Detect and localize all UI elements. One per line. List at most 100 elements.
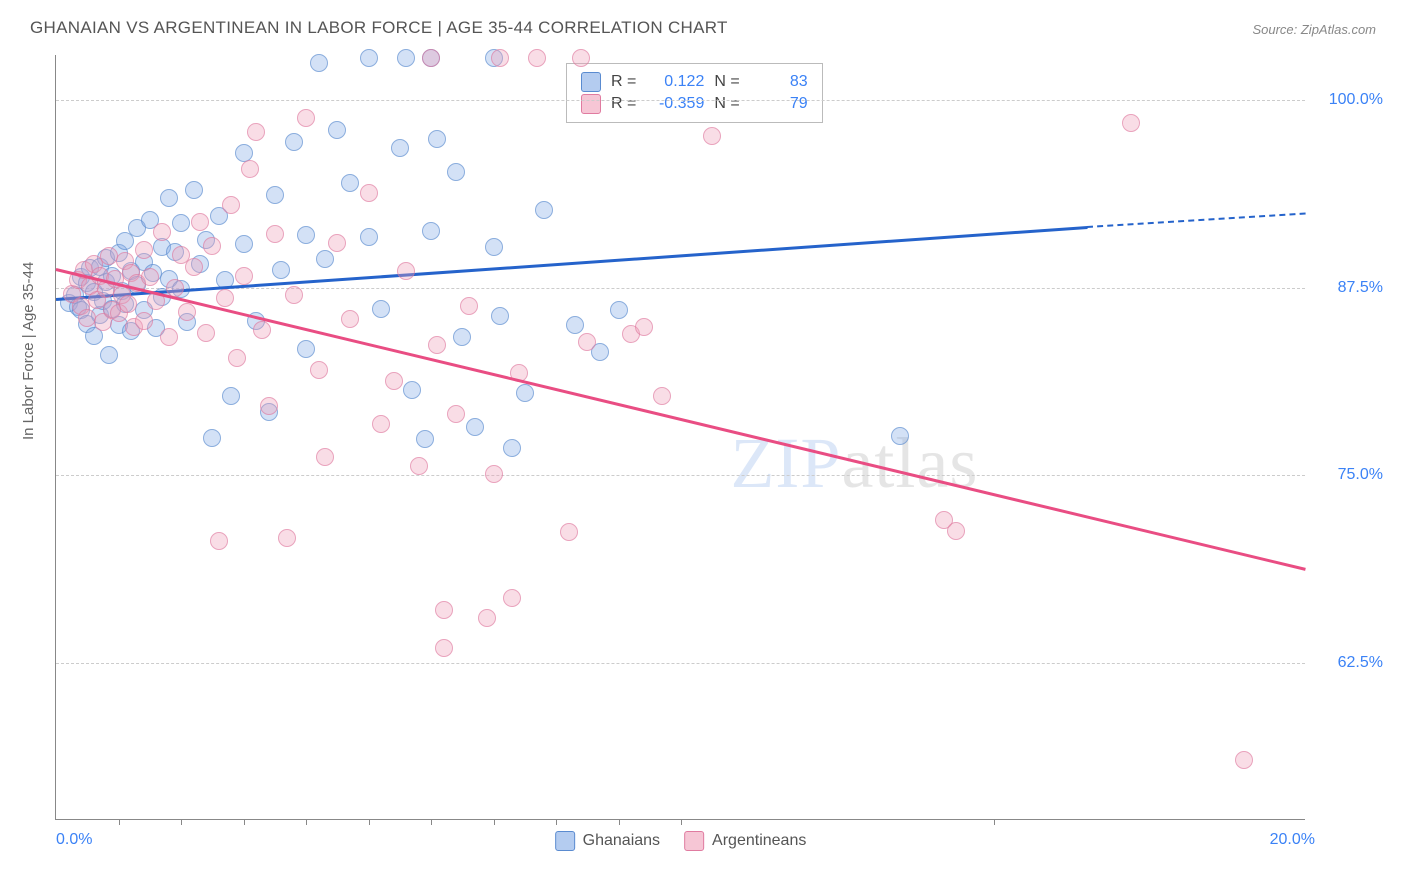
y-axis-label: In Labor Force | Age 35-44: [20, 262, 37, 440]
x-tick-mark: [306, 819, 307, 825]
scatter-point: [316, 250, 334, 268]
scatter-point: [210, 532, 228, 550]
r-value-1: 0.122: [646, 73, 704, 91]
scatter-point: [247, 123, 265, 141]
scatter-point: [491, 307, 509, 325]
scatter-point: [235, 235, 253, 253]
scatter-point: [185, 181, 203, 199]
scatter-point: [310, 54, 328, 72]
scatter-point: [341, 310, 359, 328]
stats-legend-box: R = 0.122 N = 83 R = -0.359 N = 79: [566, 63, 823, 123]
swatch-pink-icon: [581, 94, 601, 114]
scatter-point: [447, 163, 465, 181]
scatter-point: [435, 601, 453, 619]
scatter-point: [453, 328, 471, 346]
stats-row-argentineans: R = -0.359 N = 79: [581, 94, 808, 114]
scatter-point: [228, 349, 246, 367]
scatter-point: [491, 49, 509, 67]
scatter-point: [435, 639, 453, 657]
scatter-point: [285, 133, 303, 151]
scatter-point: [428, 130, 446, 148]
scatter-point: [578, 333, 596, 351]
scatter-point: [297, 340, 315, 358]
scatter-point: [397, 49, 415, 67]
scatter-point: [410, 457, 428, 475]
y-tick-label: 75.0%: [1313, 466, 1383, 484]
x-tick-mark: [994, 819, 995, 825]
scatter-point: [703, 127, 721, 145]
scatter-point: [278, 529, 296, 547]
y-tick-label: 100.0%: [1313, 91, 1383, 109]
scatter-point: [178, 303, 196, 321]
scatter-point: [135, 241, 153, 259]
trend-line-dashed: [1087, 213, 1306, 228]
grid-line: [56, 663, 1305, 664]
scatter-point: [141, 268, 159, 286]
x-tick-mark: [431, 819, 432, 825]
x-tick-mark: [244, 819, 245, 825]
scatter-point: [503, 439, 521, 457]
scatter-point: [328, 121, 346, 139]
scatter-point: [422, 49, 440, 67]
legend-item-argentineans: Argentineans: [684, 831, 806, 851]
scatter-point: [216, 289, 234, 307]
scatter-point: [166, 279, 184, 297]
swatch-pink-icon: [684, 831, 704, 851]
scatter-point: [1122, 114, 1140, 132]
n-label-2: N =: [714, 95, 739, 113]
scatter-point: [428, 336, 446, 354]
x-tick-mark: [619, 819, 620, 825]
scatter-point: [372, 300, 390, 318]
scatter-point: [947, 522, 965, 540]
scatter-point: [100, 346, 118, 364]
scatter-point: [478, 609, 496, 627]
scatter-point: [160, 189, 178, 207]
scatter-point: [891, 427, 909, 445]
x-tick-label: 0.0%: [56, 831, 92, 849]
scatter-point: [360, 184, 378, 202]
n-value-2: 79: [750, 95, 808, 113]
scatter-point: [260, 397, 278, 415]
scatter-point: [466, 418, 484, 436]
scatter-point: [485, 465, 503, 483]
scatter-point: [153, 223, 171, 241]
scatter-point: [572, 49, 590, 67]
scatter-point: [197, 324, 215, 342]
trend-line: [56, 268, 1307, 570]
x-tick-mark: [119, 819, 120, 825]
scatter-point: [610, 301, 628, 319]
scatter-point: [266, 225, 284, 243]
scatter-point: [191, 213, 209, 231]
scatter-point: [385, 372, 403, 390]
scatter-point: [635, 318, 653, 336]
swatch-blue-icon: [555, 831, 575, 851]
scatter-point: [297, 226, 315, 244]
scatter-point: [160, 328, 178, 346]
scatter-point: [516, 384, 534, 402]
scatter-point: [222, 387, 240, 405]
scatter-point: [235, 144, 253, 162]
scatter-point: [185, 258, 203, 276]
legend-bottom: Ghanaians Argentineans: [555, 831, 807, 851]
grid-line: [56, 288, 1305, 289]
scatter-point: [360, 228, 378, 246]
stats-row-ghanaians: R = 0.122 N = 83: [581, 72, 808, 92]
scatter-point: [341, 174, 359, 192]
scatter-point: [328, 234, 346, 252]
scatter-point: [241, 160, 259, 178]
scatter-point: [447, 405, 465, 423]
scatter-point: [560, 523, 578, 541]
r-label-2: R =: [611, 95, 636, 113]
watermark: ZIPatlas: [730, 422, 978, 505]
scatter-point: [416, 430, 434, 448]
scatter-point: [653, 387, 671, 405]
grid-line: [56, 475, 1305, 476]
scatter-point: [119, 295, 137, 313]
scatter-point: [253, 321, 271, 339]
scatter-point: [203, 429, 221, 447]
n-label: N =: [714, 73, 739, 91]
scatter-point: [285, 286, 303, 304]
scatter-point: [460, 297, 478, 315]
legend-label-1: Ghanaians: [583, 832, 660, 850]
scatter-point: [135, 312, 153, 330]
